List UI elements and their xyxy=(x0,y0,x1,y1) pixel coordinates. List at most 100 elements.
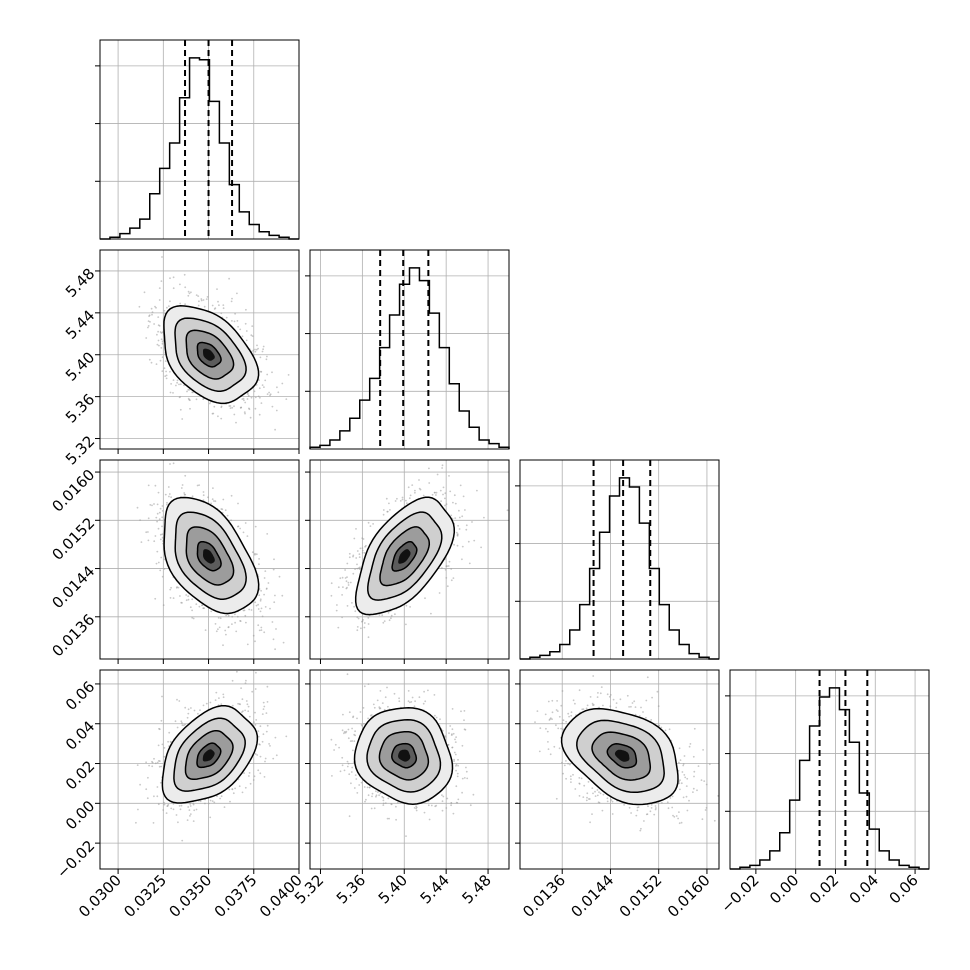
scatter-point xyxy=(348,711,351,714)
scatter-point xyxy=(186,390,188,393)
scatter-point xyxy=(456,544,459,547)
scatter-panel-4-2 xyxy=(305,669,510,874)
scatter-point xyxy=(262,345,265,348)
scatter-point xyxy=(407,690,410,692)
scatter-point xyxy=(569,763,571,766)
scatter-point xyxy=(164,375,167,378)
scatter-point xyxy=(187,294,190,297)
scatter-point xyxy=(147,539,150,542)
scatter-point xyxy=(594,795,597,797)
scatter-point xyxy=(422,702,425,705)
scatter-point xyxy=(419,488,422,491)
scatter-point xyxy=(219,617,222,620)
scatter-point xyxy=(242,609,245,612)
scatter-point xyxy=(372,703,375,706)
axes-frame xyxy=(309,459,510,660)
scatter-point xyxy=(148,314,151,317)
scatter-point xyxy=(633,700,636,703)
scatter-point xyxy=(448,732,450,734)
scatter-point xyxy=(247,705,250,708)
scatter-point xyxy=(203,305,206,308)
scatter-point xyxy=(346,765,349,768)
scatter-point xyxy=(187,598,190,601)
scatter-point xyxy=(555,724,557,727)
scatter-point xyxy=(583,784,586,787)
scatter-point xyxy=(447,743,450,746)
scatter-point xyxy=(265,730,268,733)
scatter-point xyxy=(150,361,153,364)
scatter-point xyxy=(468,562,471,565)
scatter-point xyxy=(180,804,183,807)
scatter-point xyxy=(361,547,364,549)
scatter-point xyxy=(441,464,444,467)
scatter-point xyxy=(357,617,360,620)
scatter-point xyxy=(170,807,173,810)
scatter-point xyxy=(372,523,374,525)
scatter-point xyxy=(424,597,426,600)
scatter-point xyxy=(369,714,372,717)
scatter-point xyxy=(388,619,391,622)
contour-line xyxy=(185,329,235,380)
scatter-point xyxy=(371,795,373,798)
scatter-point xyxy=(582,796,585,798)
scatter-point xyxy=(587,781,590,783)
scatter-point xyxy=(168,305,170,307)
scatter-point xyxy=(353,537,356,540)
scatter-point xyxy=(358,784,361,786)
scatter-point xyxy=(367,521,370,524)
contour-line xyxy=(354,496,456,616)
scatter-point xyxy=(154,535,157,537)
scatter-point xyxy=(363,723,365,725)
y-tick-label: 5.48 xyxy=(62,265,98,301)
y-tick-label: 0.04 xyxy=(62,717,98,753)
scatter-point xyxy=(158,344,160,347)
scatter-point xyxy=(378,794,380,797)
scatter-point xyxy=(378,614,381,616)
scatter-point xyxy=(257,769,260,772)
scatter-point xyxy=(330,738,333,741)
x-tick-label: 5.48 xyxy=(459,871,495,907)
scatter-point xyxy=(216,795,218,798)
scatter-point xyxy=(681,771,684,773)
scatter-point xyxy=(234,787,237,790)
scatter-point xyxy=(428,818,431,821)
scatter-point xyxy=(257,395,260,398)
x-tick-label: 0.04 xyxy=(846,871,882,907)
scatter-point xyxy=(163,309,166,312)
x-tick-labels-2: 5.32 5.36 5.40 5.44 5.48 xyxy=(291,871,495,907)
scatter-point xyxy=(630,812,632,814)
scatter-point xyxy=(598,791,600,793)
scatter-point xyxy=(394,613,396,616)
scatter-point xyxy=(211,304,214,307)
scatter-point xyxy=(612,698,615,701)
scatter-point xyxy=(234,312,237,315)
scatter-point xyxy=(361,551,364,554)
scatter-point xyxy=(256,344,258,347)
scatter-point xyxy=(549,753,552,756)
scatter-point xyxy=(436,473,439,476)
scatter-point xyxy=(135,821,137,824)
scatter-point xyxy=(608,695,611,698)
scatter-point xyxy=(348,773,351,776)
scatter-point xyxy=(239,703,242,706)
scatter-point xyxy=(434,714,436,717)
scatter-point xyxy=(271,621,274,623)
scatter-point xyxy=(679,779,681,781)
scatter-point xyxy=(356,717,358,720)
scatter-point xyxy=(249,782,252,785)
scatter-point xyxy=(387,797,390,800)
axes-frame xyxy=(519,669,720,870)
scatter-point xyxy=(185,594,188,596)
panel-content xyxy=(135,670,288,842)
scatter-point xyxy=(355,557,358,559)
scatter-point xyxy=(222,693,225,696)
scatter-point xyxy=(200,299,203,302)
scatter-point xyxy=(264,570,267,572)
scatter-point xyxy=(157,339,160,342)
scatter-point xyxy=(688,745,691,748)
scatter-point xyxy=(452,812,455,815)
scatter-point xyxy=(258,563,260,566)
scatter-point xyxy=(679,788,681,791)
scatter-point xyxy=(456,772,459,775)
